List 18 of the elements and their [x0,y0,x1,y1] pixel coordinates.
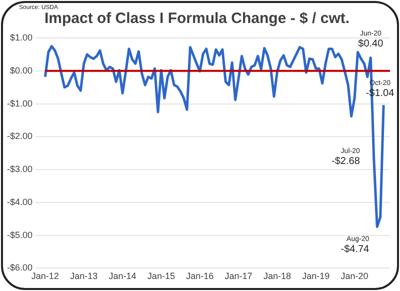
x-tick-label: Jan-16 [186,271,214,282]
x-tick-label: Jan-12 [31,271,59,282]
x-tick-label: Jan-14 [108,271,136,282]
x-tick-label: Jan-19 [302,271,330,282]
chart-title: Impact of Class I Formula Change - $ / cwt. [44,10,350,28]
y-tick-label: $0.00 [10,65,33,76]
y-tick-label: -$3.00 [6,164,33,174]
y-tick-label: -$5.00 [6,230,33,240]
y-tick-label: -$1.00 [6,98,33,108]
y-tick-label: -$6.00 [6,262,33,273]
x-tick-label: Jan-18 [263,271,291,282]
x-tick-label: Jan-20 [340,271,368,282]
y-tick-label: -$2.00 [6,131,33,142]
x-tick-label: Jan-17 [224,271,252,282]
x-tick-label: Jan-13 [70,271,98,282]
x-tick-label: Jan-15 [147,271,175,282]
y-tick-label: $1.00 [10,32,33,42]
y-tick-label: -$4.00 [6,196,33,207]
